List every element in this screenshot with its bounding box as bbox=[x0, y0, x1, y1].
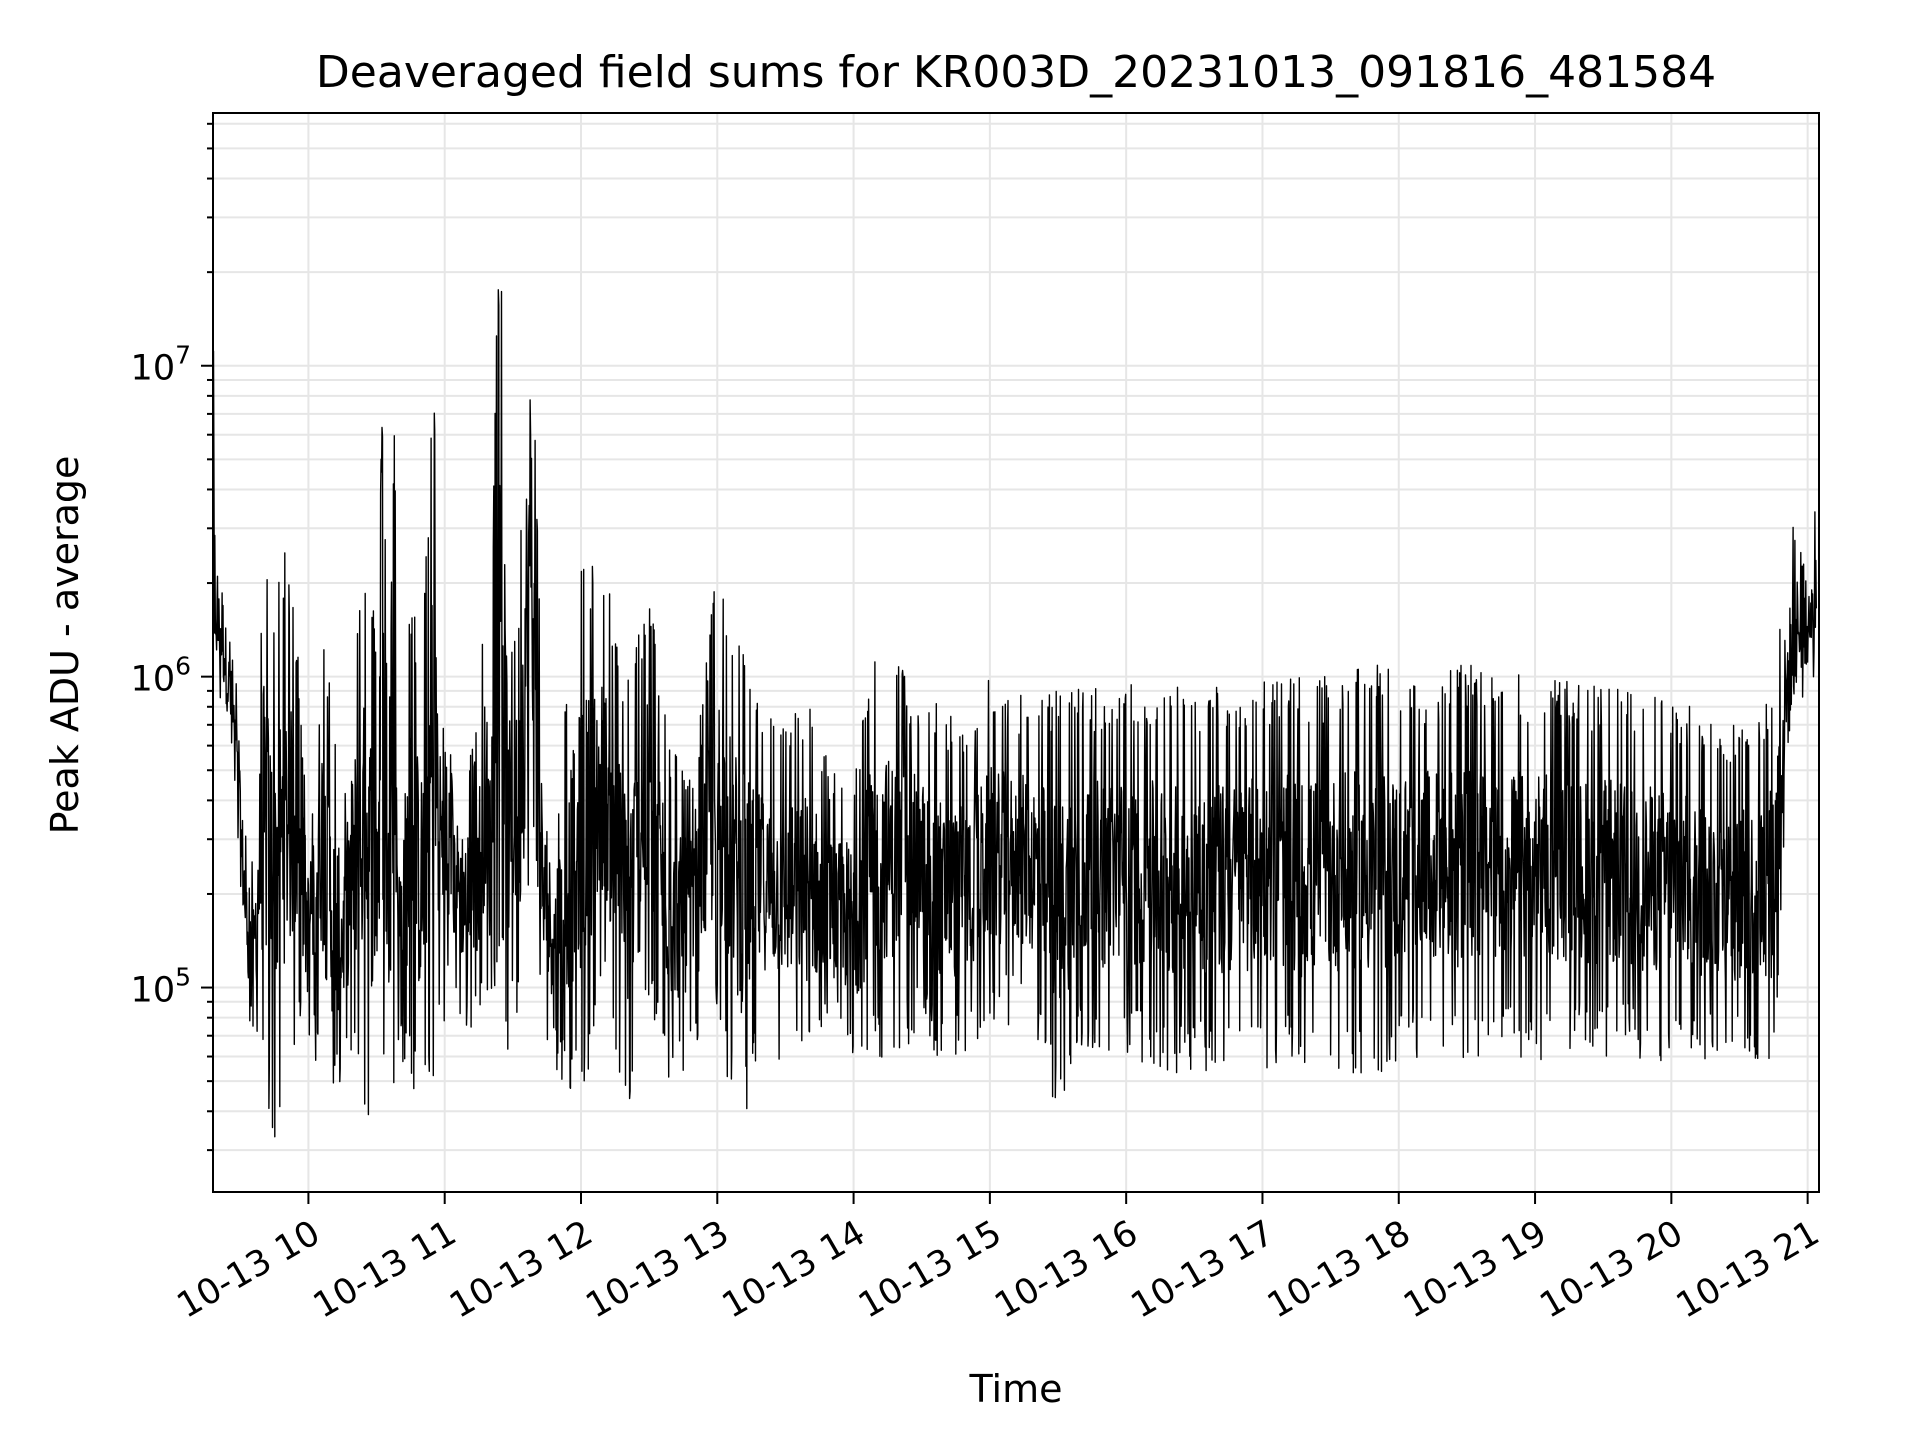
x-axis-label: Time bbox=[969, 1367, 1063, 1411]
y-axis-label: Peak ADU - average bbox=[43, 456, 87, 835]
plot-frame bbox=[212, 112, 1820, 1193]
y-tick-label: 107 bbox=[131, 341, 191, 389]
series-line bbox=[212, 289, 1817, 1138]
data-series bbox=[212, 289, 1817, 1138]
y-tick-label: 105 bbox=[131, 963, 191, 1011]
chart-title: Deaveraged field sums for KR003D_2023101… bbox=[316, 47, 1716, 98]
y-axis-ticks: 105 106 107 bbox=[131, 122, 213, 1152]
y-tick-label: 106 bbox=[131, 652, 191, 700]
